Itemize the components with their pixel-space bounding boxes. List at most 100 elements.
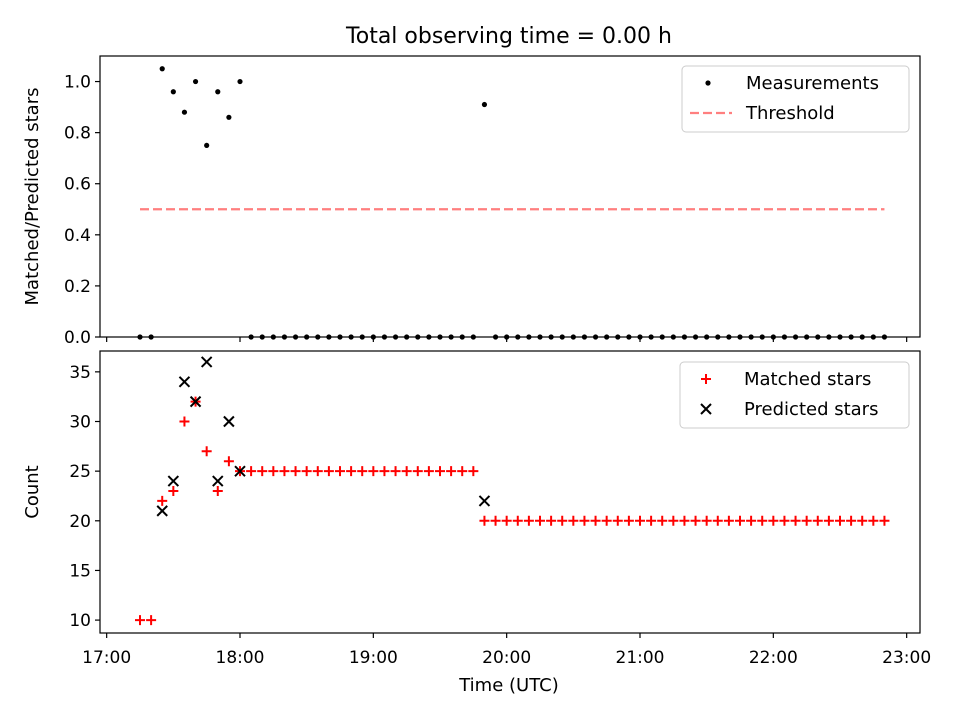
data-point bbox=[279, 466, 290, 477]
data-point bbox=[504, 334, 510, 340]
data-point bbox=[746, 515, 757, 526]
data-point bbox=[557, 515, 568, 526]
data-point bbox=[323, 466, 334, 477]
data-point bbox=[156, 505, 168, 517]
y-tick-label: 0.0 bbox=[64, 328, 91, 348]
top-plot: 0.0 0.2 0.4 0.6 0.8 1.0 Matched/Predicted star… bbox=[22, 55, 921, 348]
data-point bbox=[681, 334, 688, 340]
series-matched-stars bbox=[135, 396, 890, 626]
data-point bbox=[735, 515, 745, 526]
data-point bbox=[167, 475, 180, 487]
series-measurements bbox=[137, 66, 888, 340]
data-point bbox=[490, 515, 501, 526]
data-point bbox=[868, 515, 879, 526]
data-point bbox=[657, 515, 668, 526]
y-tick-label: 30 bbox=[69, 413, 91, 433]
x-tick-label: 21:00 bbox=[616, 648, 665, 668]
data-point bbox=[290, 466, 301, 477]
data-point bbox=[326, 334, 332, 340]
data-point bbox=[626, 334, 632, 340]
data-point bbox=[590, 515, 601, 526]
data-point bbox=[189, 395, 202, 408]
data-point bbox=[392, 334, 399, 340]
data-point bbox=[792, 334, 799, 340]
data-point bbox=[370, 334, 376, 340]
data-point bbox=[715, 334, 721, 340]
data-point bbox=[470, 334, 476, 340]
data-point bbox=[535, 515, 545, 526]
data-point bbox=[435, 466, 445, 477]
data-point bbox=[179, 416, 190, 427]
x-tick-label: 22:00 bbox=[749, 648, 798, 668]
data-point bbox=[612, 515, 623, 526]
data-point bbox=[390, 466, 401, 477]
data-point bbox=[670, 334, 676, 340]
data-point bbox=[200, 356, 213, 368]
data-point bbox=[234, 465, 246, 477]
x-tick-label: 19:00 bbox=[349, 648, 398, 668]
data-point bbox=[812, 515, 823, 526]
data-point bbox=[604, 334, 610, 340]
data-point bbox=[801, 515, 812, 526]
data-point bbox=[770, 334, 776, 340]
data-point bbox=[592, 334, 599, 340]
x-tick-label: 17:00 bbox=[82, 648, 131, 668]
data-point bbox=[212, 486, 223, 497]
data-point bbox=[401, 466, 412, 477]
data-point bbox=[546, 515, 557, 526]
y-tick-label: 15 bbox=[69, 561, 91, 581]
data-point bbox=[181, 109, 188, 115]
data-point bbox=[779, 515, 790, 526]
data-point bbox=[804, 334, 810, 340]
data-point bbox=[759, 334, 765, 340]
data-point bbox=[846, 515, 857, 526]
data-point bbox=[148, 334, 154, 340]
series-predicted-stars bbox=[156, 356, 491, 517]
data-point bbox=[768, 515, 779, 526]
data-point bbox=[748, 334, 754, 340]
data-point bbox=[848, 334, 854, 340]
y-tick-label: 35 bbox=[69, 363, 91, 383]
data-point bbox=[157, 495, 168, 506]
data-point bbox=[448, 334, 454, 340]
data-point bbox=[178, 376, 191, 388]
data-point bbox=[523, 515, 534, 526]
data-point bbox=[223, 415, 235, 428]
data-point bbox=[515, 334, 521, 340]
data-point bbox=[348, 334, 354, 340]
legend-swatch bbox=[700, 403, 712, 415]
data-point bbox=[815, 334, 821, 340]
y-tick-label: 0.8 bbox=[64, 124, 91, 144]
data-point bbox=[635, 515, 645, 526]
data-point bbox=[870, 334, 876, 340]
data-point bbox=[701, 515, 712, 526]
data-point bbox=[415, 334, 421, 340]
data-point bbox=[146, 615, 157, 626]
data-point bbox=[301, 466, 312, 477]
axes-frame bbox=[99, 350, 921, 634]
data-point bbox=[501, 515, 512, 526]
data-point bbox=[679, 515, 690, 526]
data-point bbox=[204, 142, 210, 149]
data-point bbox=[192, 78, 199, 85]
data-point bbox=[168, 486, 179, 497]
data-point bbox=[879, 515, 890, 526]
data-point bbox=[459, 334, 465, 340]
x-tick-label: 23:00 bbox=[882, 648, 931, 668]
data-point bbox=[268, 466, 279, 477]
data-point bbox=[859, 334, 865, 340]
data-point bbox=[781, 334, 788, 340]
data-point bbox=[246, 466, 257, 477]
data-point bbox=[226, 114, 232, 120]
figure-title: Total observing time = 0.00 h bbox=[345, 24, 672, 49]
data-point bbox=[826, 334, 832, 340]
data-point bbox=[479, 515, 490, 526]
data-point bbox=[381, 334, 388, 340]
data-point bbox=[404, 334, 410, 340]
data-point bbox=[337, 334, 343, 340]
data-point bbox=[312, 466, 323, 477]
data-point bbox=[559, 334, 565, 340]
data-point bbox=[659, 334, 665, 340]
x-axis-label: Time (UTC) bbox=[458, 675, 559, 696]
